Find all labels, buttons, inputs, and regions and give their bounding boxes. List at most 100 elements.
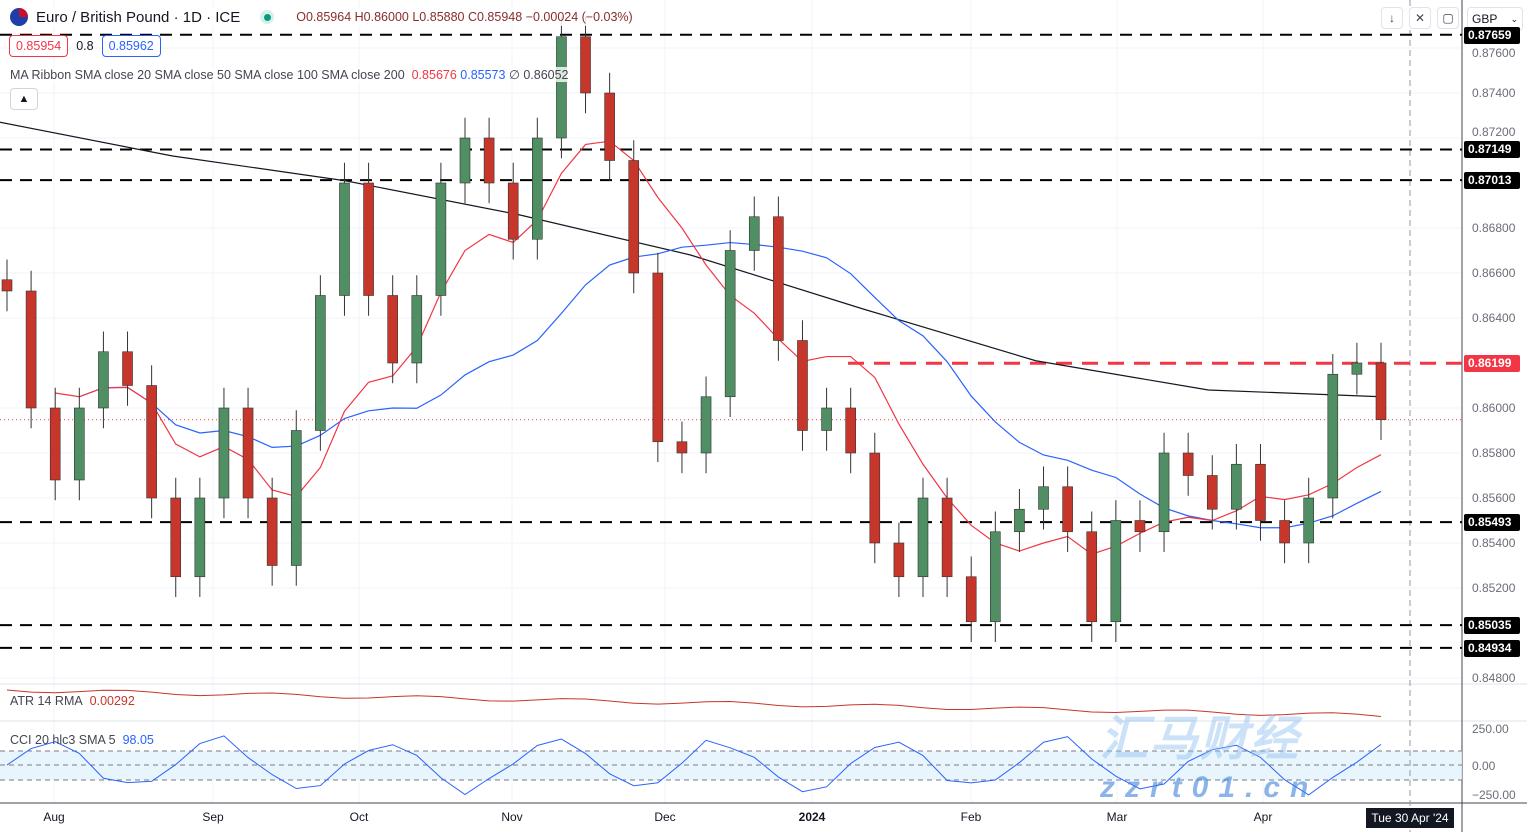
price-tick: 0.87600 (1472, 45, 1516, 60)
candle (1182, 452, 1194, 476)
candle (242, 407, 254, 499)
time-tick: Nov (501, 810, 523, 824)
resistance-label: 0.86199 (1464, 355, 1520, 373)
price-tick: 0.87200 (1472, 125, 1516, 140)
fullscreen-icon[interactable]: ▢ (1437, 7, 1459, 29)
sma20-line (55, 140, 1382, 555)
candle (507, 182, 519, 240)
candle (604, 92, 615, 161)
candle (1375, 362, 1387, 421)
time-tick: Dec (654, 810, 676, 824)
symbol-header: Euro / British Pound · 1D · ICE O0.85964… (10, 8, 633, 26)
crosshair-date: Tue 30 Apr '24 (1366, 808, 1454, 828)
sma200-line (0, 121, 1382, 398)
price-tick: 0.86000 (1472, 401, 1516, 415)
candle (773, 216, 784, 341)
candle (869, 452, 881, 544)
sell-price-button[interactable]: 0.85954 (9, 35, 69, 57)
price-tick: 0.86600 (1472, 266, 1516, 280)
price-tick: 0.85600 (1472, 491, 1516, 505)
time-tick: Feb (960, 810, 982, 824)
candle (990, 531, 1001, 623)
atr-line (6, 689, 1382, 718)
candle (845, 407, 856, 454)
candle (724, 250, 736, 398)
time-tick: Mar (1106, 810, 1128, 824)
collapse-legend-button[interactable]: ▲ (10, 88, 38, 110)
candle (25, 290, 37, 409)
candle (1014, 508, 1025, 533)
candle (1231, 463, 1242, 510)
candle (1255, 463, 1266, 521)
candle (965, 576, 977, 623)
collapse-icon[interactable]: ✕ (1409, 7, 1431, 29)
cci-legend[interactable]: CCI 20 hlc3 SMA 5 98.05 (10, 733, 154, 747)
candle (628, 160, 640, 274)
candle (49, 407, 61, 481)
candle (1206, 475, 1218, 510)
symbol-title[interactable]: Euro / British Pound · 1D · ICE (36, 8, 241, 26)
candle (98, 351, 109, 409)
atr-legend[interactable]: ATR 14 RMA 0.00292 (10, 694, 135, 708)
candle (1038, 486, 1049, 510)
level-label: 0.87013 (1464, 172, 1520, 190)
cci-tick: 250.00 (1472, 722, 1509, 736)
level-label: 0.85493 (1464, 514, 1520, 532)
candle (1279, 520, 1290, 544)
candle (1351, 362, 1363, 375)
arrow-down-icon[interactable]: ↓ (1381, 7, 1403, 29)
candle (917, 497, 929, 578)
candle (411, 295, 423, 364)
price-tick: 0.85800 (1472, 446, 1516, 460)
price-tick: 0.87400 (1472, 86, 1516, 100)
cci-tick: 0.00 (1472, 759, 1496, 773)
candle (532, 137, 543, 240)
price-tick: 0.86800 (1472, 221, 1516, 235)
candle (122, 351, 133, 386)
candle (146, 385, 157, 499)
watermark-url: zzrt01.cn (1100, 771, 1319, 804)
candle (363, 182, 374, 296)
level-label: 0.84934 (1464, 639, 1520, 657)
time-tick: Aug (43, 810, 65, 824)
candle (748, 216, 760, 251)
cci-line (6, 735, 1382, 796)
candle (1086, 531, 1098, 623)
candle (1110, 520, 1122, 623)
candle (797, 340, 808, 431)
spread: 0.8 (76, 39, 94, 53)
candle (1, 279, 13, 292)
ohlc-values: O0.85964 H0.86000 L0.85880 C0.85948 −0.0… (296, 10, 633, 24)
candle (700, 396, 712, 454)
level-label: 0.87659 (1464, 26, 1520, 44)
candle (218, 407, 230, 499)
watermark-logo: 汇马财经 (1100, 713, 1301, 766)
price-tick: 0.85400 (1472, 536, 1516, 550)
candle (652, 272, 664, 443)
candle (266, 497, 278, 566)
candle (170, 497, 182, 578)
candle (459, 137, 471, 184)
price-tick: 0.84800 (1472, 671, 1516, 685)
time-tick: Sep (202, 810, 224, 824)
ma-ribbon-legend[interactable]: MA Ribbon SMA close 20 SMA close 50 SMA … (10, 67, 569, 82)
quote-box: 0.85954 0.8 0.85962 (9, 35, 161, 57)
candle (580, 36, 591, 94)
candle (387, 295, 398, 364)
candle (339, 182, 350, 296)
candle (290, 430, 302, 566)
candle (1062, 486, 1073, 533)
candle (1303, 497, 1314, 544)
candle (821, 407, 832, 431)
candle (74, 407, 85, 481)
candle (194, 497, 206, 578)
time-tick: Oct (349, 810, 369, 824)
candle (556, 36, 567, 139)
level-label: 0.87149 (1464, 141, 1520, 159)
candle (1134, 520, 1146, 533)
level-label: 0.85035 (1464, 617, 1520, 635)
candle (315, 295, 326, 431)
candle (676, 441, 688, 454)
buy-price-button[interactable]: 0.85962 (101, 35, 161, 57)
